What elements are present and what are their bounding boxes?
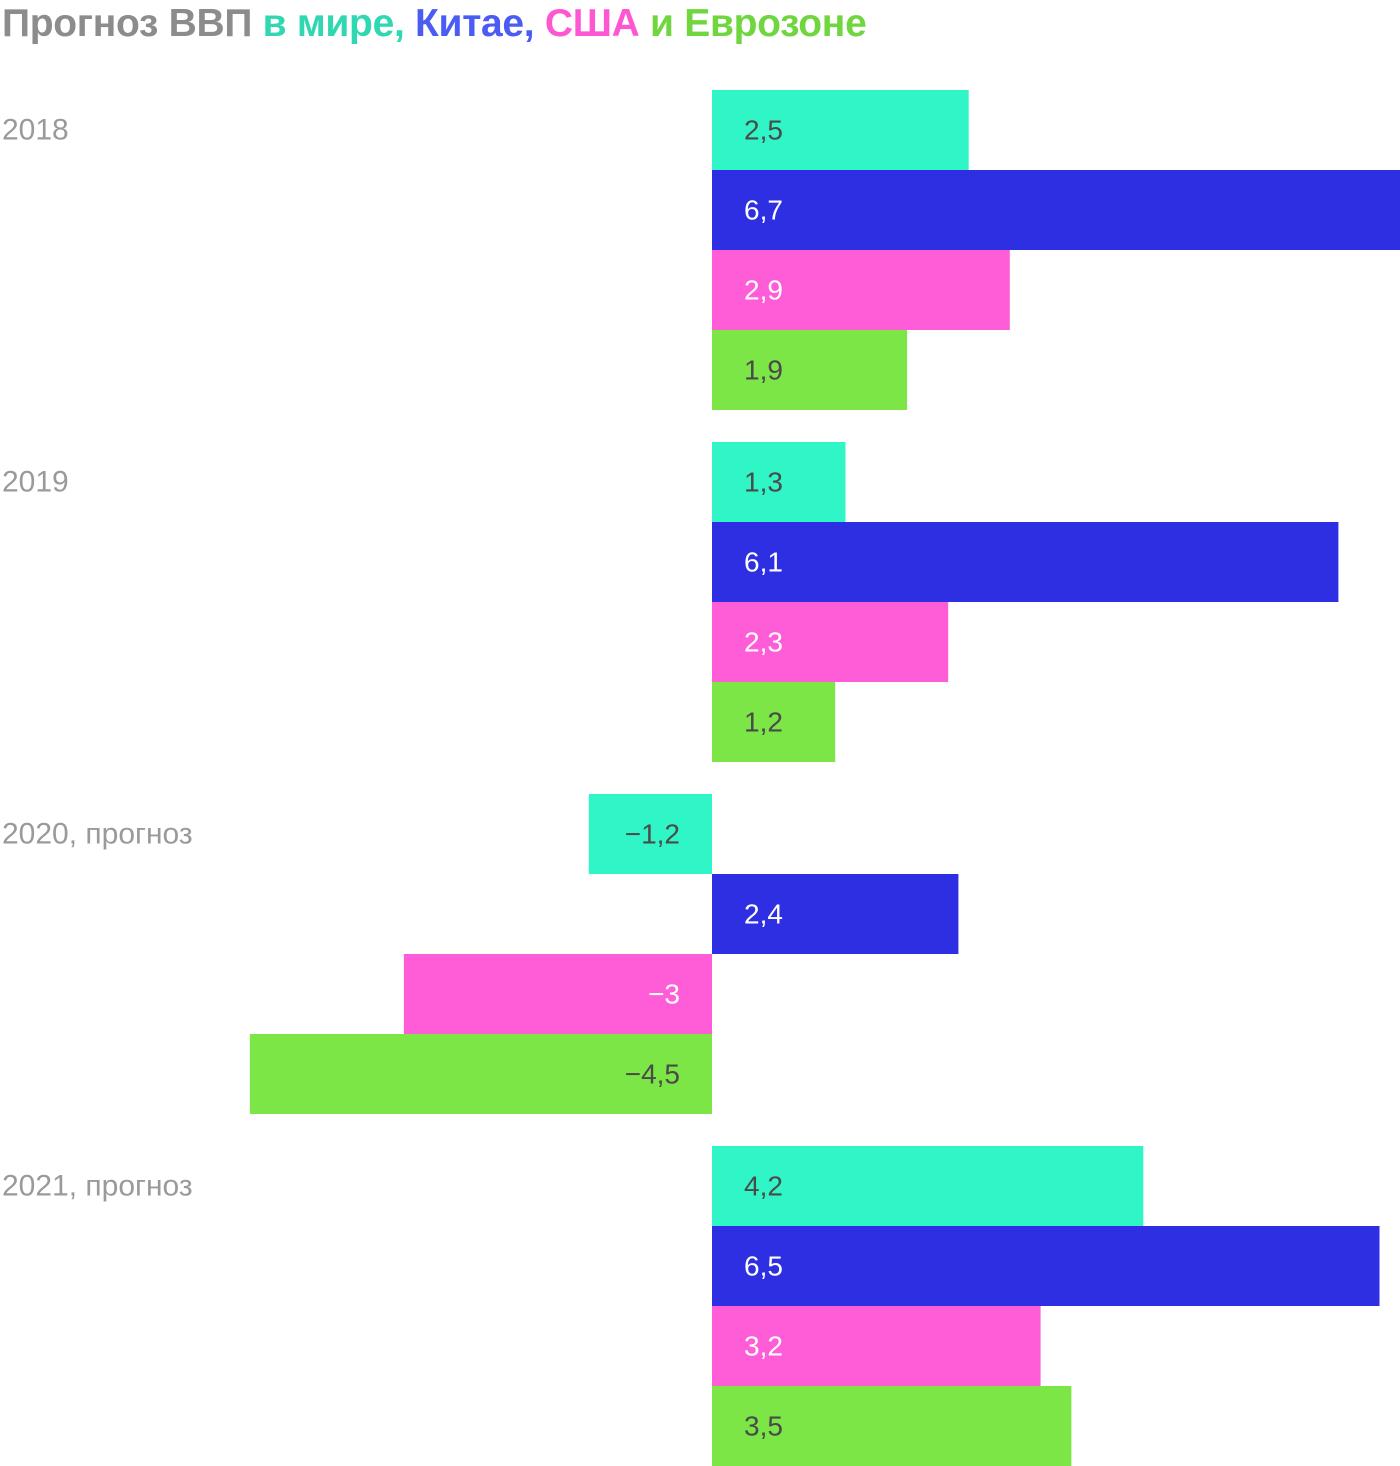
data-label-eurozone: −4,5 [625,1059,680,1090]
data-label-china: 6,7 [744,195,783,226]
data-label-world: −1,2 [625,819,680,850]
bar-china [712,170,1400,250]
data-label-eurozone: 1,9 [744,355,783,386]
data-label-eurozone: 3,5 [744,1411,783,1442]
bar-usa [403,954,712,1034]
data-label-world: 1,3 [744,467,783,498]
bar-world [712,1146,1144,1226]
data-label-world: 4,2 [744,1171,783,1202]
category-label: 2018 [2,114,69,147]
category-label: 2021, прогноз [2,1170,193,1203]
data-label-usa: 2,9 [744,275,783,306]
bar-china [712,522,1339,602]
data-label-usa: 3,2 [744,1331,783,1362]
data-label-china: 2,4 [744,899,783,930]
bar-usa [712,250,1010,330]
category-label: 2020, прогноз [2,818,193,851]
title-and: и [639,2,685,45]
data-label-world: 2,5 [744,115,783,146]
data-label-china: 6,1 [744,547,783,578]
title-eurozone: Еврозоне [684,2,867,45]
title-world: в мире, [262,2,405,45]
chart-title: Прогноз ВВП в мире, Китае, США и Еврозон… [2,2,867,46]
data-label-usa: 2,3 [744,627,783,658]
title-china: Китае, [404,2,535,45]
title-usa: США [534,2,640,45]
bar-eurozone [249,1034,712,1114]
bar-usa [712,1306,1041,1386]
bar-world [712,90,969,170]
data-label-china: 6,5 [744,1251,783,1282]
bar-eurozone [712,330,908,410]
bar-china [712,874,959,954]
bar-usa [712,602,949,682]
data-label-eurozone: 1,2 [744,707,783,738]
bar-china [712,1226,1380,1306]
data-label-usa: −3 [648,979,680,1010]
bar-world [588,794,712,874]
title-prefix: Прогноз ВВП [2,2,263,45]
category-label: 2019 [2,466,69,499]
bar-eurozone [712,1386,1072,1466]
bar-world [712,442,846,522]
bar-eurozone [712,682,836,762]
